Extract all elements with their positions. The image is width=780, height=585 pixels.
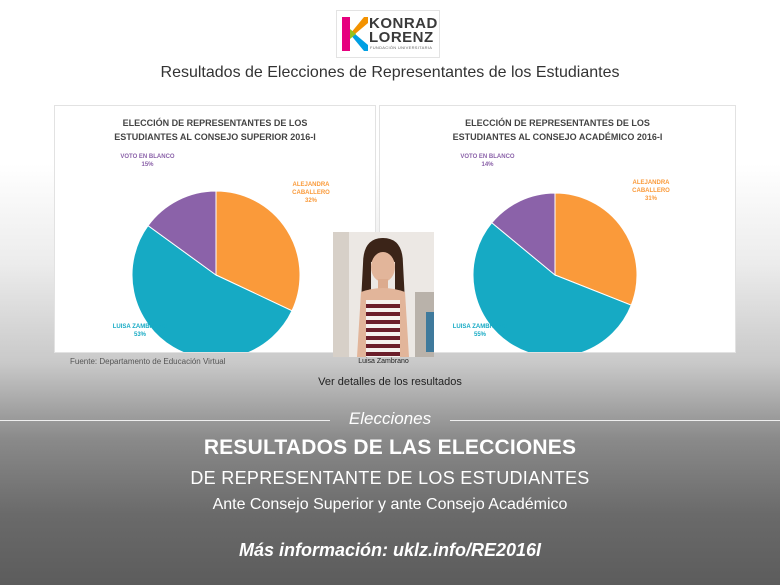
chart-panel-consejo-academico: ELECCIÓN DE REPRESENTANTES DE LOS ESTUDI… bbox=[379, 105, 736, 353]
slice-pct: 14% bbox=[481, 162, 494, 168]
divider-right bbox=[450, 420, 780, 421]
details-link[interactable]: Ver detalles de los resultados bbox=[318, 376, 462, 388]
logo-text-line2: LORENZ bbox=[369, 29, 434, 46]
slice-label-line2: CABALLERO bbox=[292, 190, 330, 196]
heading-primary: RESULTADOS DE LAS ELECCIONES bbox=[203, 436, 577, 459]
slice-label-line1: LUISA ZAMBRANO bbox=[452, 324, 508, 330]
slice-label-line1: LUISA ZAMBRANO bbox=[112, 324, 168, 330]
heading-secondary: DE REPRESENTANTE DE LOS ESTUDIANTES bbox=[190, 468, 590, 488]
logo-text-line3: FUNDACIÓN UNIVERSITARIA bbox=[370, 45, 433, 50]
chart-title-line1: ELECCIÓN DE REPRESENTANTES DE LOS bbox=[465, 118, 650, 128]
divider-left bbox=[0, 420, 330, 421]
candidate-photo bbox=[333, 232, 434, 357]
chart-title-line2: ESTUDIANTES AL CONSEJO ACADÉMICO 2016-I bbox=[452, 132, 663, 142]
slice-voto-en-blanco bbox=[147, 190, 217, 276]
pie-chart-superior bbox=[131, 190, 301, 352]
slice-label-line1: ALEJANDRA bbox=[632, 180, 670, 186]
logo-text-line1: KONRAD bbox=[369, 15, 438, 32]
section-label: Elecciones bbox=[348, 409, 432, 428]
slice-alejandra-caballero bbox=[215, 190, 301, 312]
slice-label-line1: VOTO EN BLANCO bbox=[120, 154, 175, 160]
slice-alejandra-caballero bbox=[554, 192, 638, 306]
slice-label-line1: VOTO EN BLANCO bbox=[460, 154, 515, 160]
slice-label-luisa: LUISA ZAMBRANO 53% bbox=[95, 323, 185, 339]
slice-label-blanco: VOTO EN BLANCO 15% bbox=[105, 153, 190, 169]
pie-chart-academico bbox=[472, 192, 638, 352]
photo-caption: Luisa Zambrano bbox=[358, 358, 409, 365]
heading-tertiary: Ante Consejo Superior y ante Consejo Aca… bbox=[212, 496, 568, 513]
chart-title: ELECCIÓN DE REPRESENTANTES DE LOS ESTUDI… bbox=[380, 116, 735, 144]
chart-title-line2: ESTUDIANTES AL CONSEJO SUPERIOR 2016-I bbox=[114, 132, 316, 142]
slice-pct: 31% bbox=[644, 196, 657, 202]
slice-pct: 55% bbox=[473, 332, 486, 338]
slice-label-luisa: LUISA ZAMBRANO 55% bbox=[435, 323, 525, 339]
konrad-lorenz-logo: KONRAD LORENZ FUNDACIÓN UNIVERSITARIA bbox=[336, 10, 440, 58]
slice-luisa-zambrano bbox=[131, 224, 293, 352]
slice-luisa-zambrano bbox=[472, 222, 632, 352]
source-note: Fuente: Departamento de Educación Virtua… bbox=[70, 357, 226, 366]
striped-top bbox=[366, 300, 400, 357]
chart-title-line1: ELECCIÓN DE REPRESENTANTES DE LOS bbox=[122, 118, 308, 128]
k-mark-icon bbox=[342, 17, 368, 51]
slice-label-line1: ALEJANDRA bbox=[292, 182, 330, 188]
slice-label-blanco: VOTO EN BLANCO 14% bbox=[445, 153, 530, 169]
slice-pct: 15% bbox=[141, 162, 154, 168]
slice-label-line2: CABALLERO bbox=[632, 188, 670, 194]
chart-panel-consejo-superior: ELECCIÓN DE REPRESENTANTES DE LOS ESTUDI… bbox=[54, 105, 376, 353]
chart-title: ELECCIÓN DE REPRESENTANTES DE LOS ESTUDI… bbox=[55, 116, 375, 144]
slice-pct: 53% bbox=[133, 332, 146, 338]
slice-voto-en-blanco bbox=[491, 192, 556, 277]
slice-pct: 32% bbox=[304, 198, 317, 204]
more-info-link[interactable]: Más información: uklz.info/RE2016I bbox=[238, 540, 542, 560]
page-title: Resultados de Elecciones de Representant… bbox=[160, 64, 620, 81]
slice-label-alejandra: ALEJANDRA CABALLERO 32% bbox=[275, 181, 347, 205]
portrait-image bbox=[333, 232, 434, 357]
slice-label-alejandra: ALEJANDRA CABALLERO 31% bbox=[615, 179, 687, 203]
